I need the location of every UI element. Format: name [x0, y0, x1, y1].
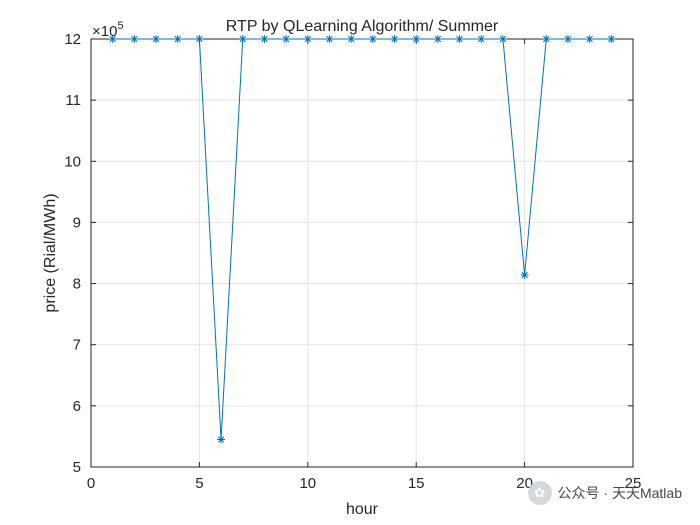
y-tick-label: 5: [73, 459, 81, 476]
marker-stroke: [109, 35, 116, 43]
marker-stroke: [239, 35, 247, 43]
x-tick-label: 15: [408, 475, 425, 492]
y-tick-label: 7: [73, 337, 81, 354]
y-axis-label: price (Rial/MWh): [42, 193, 59, 312]
y-tick-label: 10: [64, 153, 81, 170]
plot-area: [91, 39, 633, 467]
data-point-marker: [585, 35, 594, 43]
x-axis-label: hour: [346, 501, 379, 518]
data-point-marker: [108, 35, 117, 43]
marker-stroke: [608, 35, 615, 43]
data-point-marker: [368, 35, 377, 43]
marker-stroke: [521, 271, 528, 279]
marker-stroke: [152, 35, 160, 43]
marker-stroke: [477, 35, 485, 43]
data-point-marker: [498, 35, 507, 43]
marker-stroke: [282, 35, 290, 43]
data-point-marker: [455, 35, 464, 43]
watermark-text: 公众号 · 天天Matlab: [557, 485, 682, 501]
marker-stroke: [304, 35, 312, 43]
data-point-marker: [282, 35, 291, 43]
marker-stroke: [434, 35, 442, 43]
marker-stroke: [391, 35, 398, 43]
marker-stroke: [586, 35, 593, 43]
watermark: ✿ 公众号 · 天天Matlab: [527, 481, 682, 505]
data-point-marker: [607, 35, 616, 43]
y-tick-label: 6: [73, 398, 81, 415]
data-point-marker: [325, 35, 334, 43]
data-point-marker: [563, 35, 572, 43]
marker-stroke: [543, 35, 550, 43]
x-tick-label: 0: [87, 475, 95, 492]
marker-stroke: [564, 35, 572, 43]
data-point-marker: [412, 35, 421, 43]
data-point-marker: [130, 35, 139, 43]
marker-stroke: [456, 35, 463, 43]
data-point-marker: [542, 35, 551, 43]
marker-stroke: [196, 35, 203, 43]
data-point-marker: [347, 35, 356, 43]
marker-stroke: [347, 35, 355, 43]
data-point-marker: [238, 35, 247, 43]
marker-stroke: [261, 35, 268, 43]
x-tick-label: 10: [299, 475, 316, 492]
x-tick-label: 25: [625, 475, 642, 492]
marker-stroke: [412, 35, 420, 43]
marker-stroke: [326, 35, 333, 43]
data-point-marker: [152, 35, 161, 43]
data-point-marker: [195, 35, 204, 43]
x-tick-label: 5: [195, 475, 203, 492]
data-point-marker: [433, 35, 442, 43]
marker-stroke: [499, 35, 507, 43]
data-point-marker: [477, 35, 486, 43]
y-exponent-label: ×105: [92, 20, 124, 40]
marker-stroke: [131, 35, 138, 43]
marker-stroke: [369, 35, 377, 43]
y-tick-label: 9: [73, 214, 81, 231]
data-point-marker: [260, 35, 269, 43]
grid-layer: [91, 39, 633, 467]
data-point-marker: [520, 271, 529, 280]
y-tick-label: 12: [64, 31, 81, 48]
data-point-marker: [390, 35, 399, 43]
data-point-marker: [173, 35, 182, 43]
marker-stroke: [217, 436, 225, 443]
y-tick-label: 11: [65, 92, 81, 109]
marker-stroke: [174, 35, 181, 43]
wechat-icon: ✿: [527, 481, 552, 505]
data-point-marker: [303, 35, 312, 43]
data-point-marker: [217, 435, 226, 444]
series-layer: [108, 35, 616, 444]
y-tick-label: 8: [73, 276, 81, 293]
chart-title: RTP by QLearning Algorithm/ Summer: [226, 18, 499, 35]
